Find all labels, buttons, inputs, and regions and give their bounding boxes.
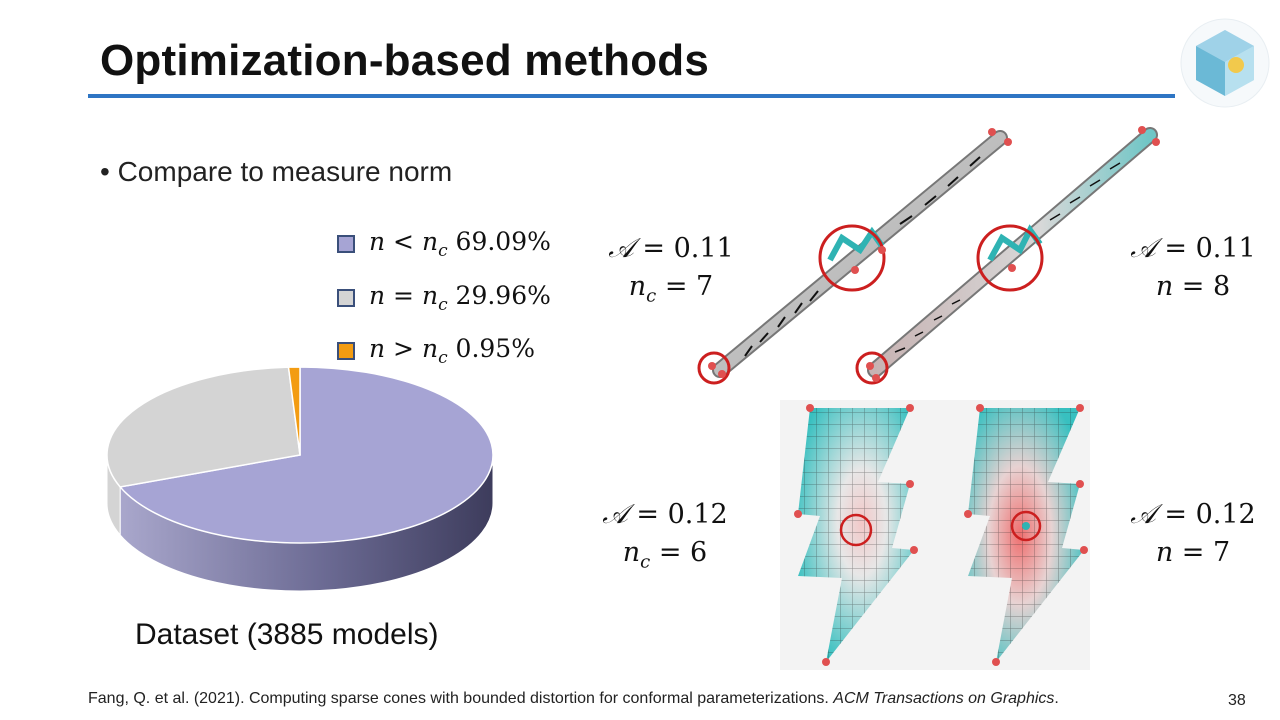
- annotation-bottom-right: 𝒜 = 0.12 n = 7: [1130, 499, 1256, 568]
- annotation-top-left: 𝒜 = 0.11 nc = 7: [608, 233, 734, 307]
- annotation-top-right: 𝒜 = 0.11 n = 8: [1130, 233, 1256, 302]
- bullet-text: • Compare to measure norm: [100, 156, 453, 187]
- legend-entry-greater: n > nc 0.95%: [337, 334, 535, 368]
- legend-label: n < nc 69.09%: [369, 227, 551, 261]
- legend-label: n = nc 29.96%: [369, 281, 551, 315]
- pie-slice-0: [118, 366, 494, 544]
- left-rod: [697, 128, 1012, 385]
- legend-entry-less: n < nc 69.09%: [337, 227, 551, 261]
- pie-chart: [106, 366, 494, 592]
- dataset-caption: Dataset (3885 models): [135, 618, 439, 651]
- title-underline: [88, 94, 1175, 98]
- rod-mesh-figure: [697, 126, 1160, 385]
- bolt-right: [964, 404, 1088, 666]
- citation: Fang, Q. et al. (2021). Computing sparse…: [88, 690, 1059, 707]
- legend-swatch: [337, 235, 355, 253]
- legend-swatch: [337, 342, 355, 360]
- slide-title: Optimization-based methods: [100, 36, 710, 85]
- legend-entry-equal: n = nc 29.96%: [337, 281, 551, 315]
- cube-logo-icon: [1180, 18, 1270, 108]
- page-number: 38: [1228, 692, 1246, 709]
- legend-swatch: [337, 289, 355, 307]
- bolt-left: [794, 404, 918, 666]
- legend-label: n > nc 0.95%: [369, 334, 535, 368]
- pie-slice-2: [287, 366, 301, 456]
- annotation-bottom-left: 𝒜 = 0.12 nc = 6: [602, 499, 728, 573]
- bolt-mesh-figure: [780, 400, 1090, 670]
- right-rod: [855, 126, 1160, 385]
- pie-slice-1: [106, 366, 301, 488]
